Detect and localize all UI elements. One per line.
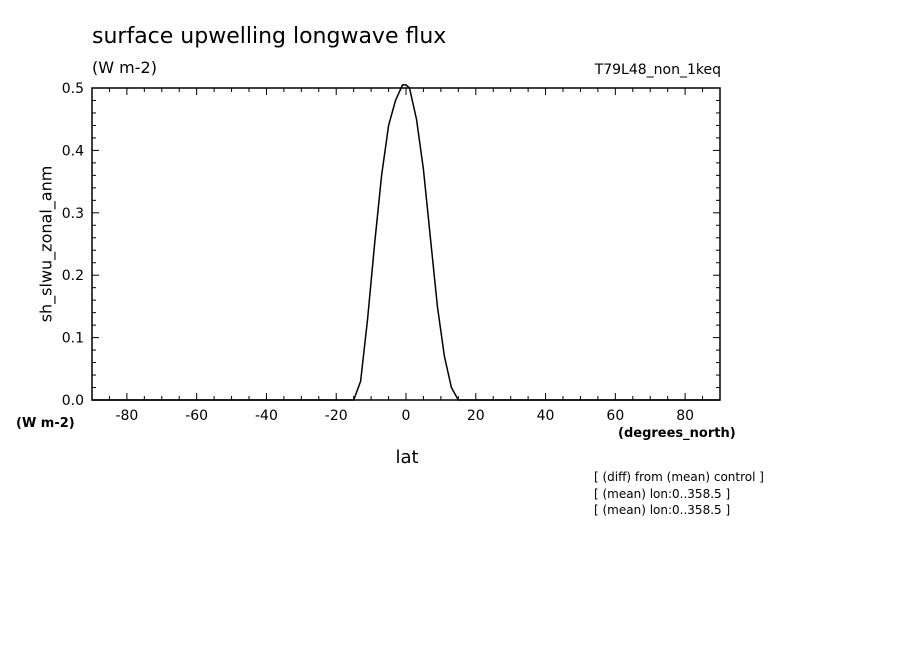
series-lines [92, 84, 720, 401]
note-mean-lon-1: [ (mean) lon:0..358.5 ] [594, 487, 731, 501]
y-tick-label: 0.0 [62, 393, 84, 409]
chart-units: (W m-2) [92, 58, 157, 77]
x-tick-label: -40 [255, 408, 278, 424]
x-tick-label: 0 [402, 408, 411, 424]
y-tick-label: 0.3 [62, 206, 84, 222]
y-tick-label: 0.1 [62, 331, 84, 347]
run-id: T79L48_non_1keq [594, 62, 721, 78]
chart-title: surface upwelling longwave flux [92, 24, 447, 49]
x-tick-label: 40 [537, 408, 555, 424]
y-axis-units: (W m-2) [16, 416, 75, 431]
axis-ticks [91, 87, 721, 401]
note-diff: [ (diff) from (mean) control ] [594, 470, 764, 484]
axis-tick-labels: -80 -60 -40 -20 0 20 40 60 80 0.0 0.1 0.2 0.3 0.4 0.5 [62, 81, 694, 424]
x-tick-label: -20 [325, 408, 348, 424]
x-tick-label: 80 [676, 408, 694, 424]
y-tick-label: 0.4 [62, 143, 84, 159]
y-tick-label: 0.2 [62, 268, 84, 284]
y-tick-label: 0.5 [62, 81, 84, 97]
x-tick-label: -60 [185, 408, 208, 424]
series-line [92, 84, 720, 401]
plot-frame [91, 87, 721, 401]
note-mean-lon-2: [ (mean) lon:0..358.5 ] [594, 503, 731, 517]
x-tick-label: 60 [606, 408, 624, 424]
x-axis-units: (degrees_north) [618, 426, 736, 441]
x-tick-label: -80 [115, 408, 138, 424]
x-tick-label: 20 [467, 408, 485, 424]
x-axis-label: lat [395, 447, 419, 468]
